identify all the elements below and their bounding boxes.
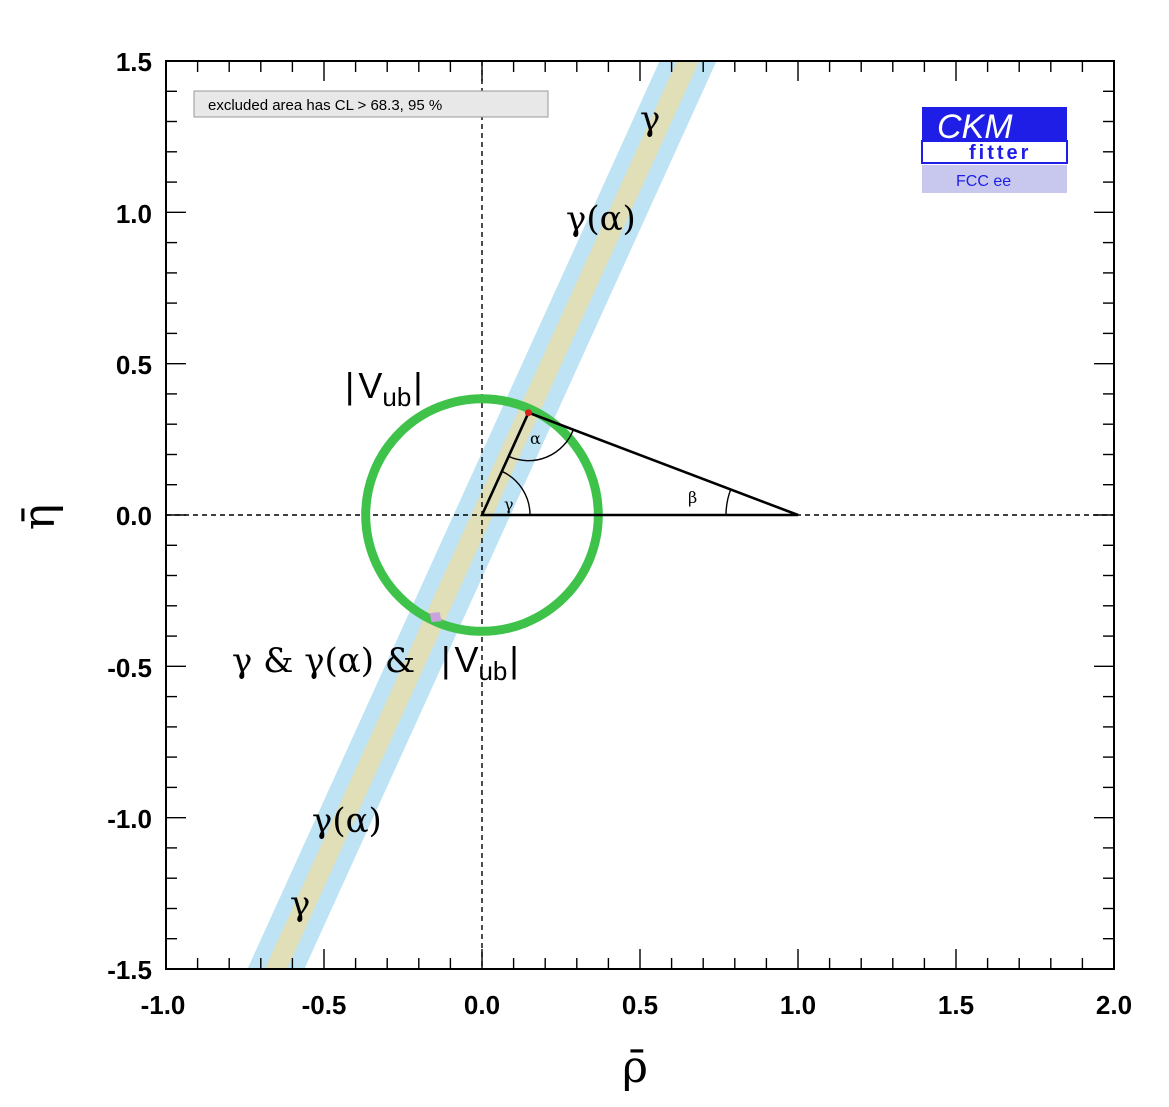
x-tick-label: 2.0 <box>1096 990 1132 1020</box>
apex-point <box>524 409 532 417</box>
gamma-angle-arc <box>501 470 531 516</box>
x-tick-label: -0.5 <box>302 990 347 1020</box>
gamma-alpha-top-label: γ(α) <box>566 199 636 239</box>
gamma-alpha-bottom-label: γ(α) <box>312 801 382 841</box>
logo-sub-text: fitter <box>969 142 1031 164</box>
y-tick-label: -0.5 <box>107 653 152 683</box>
combined-label: γ & γ(α) & | Vub| <box>232 639 519 686</box>
y-tick-label: 0.0 <box>116 501 152 531</box>
combined-region <box>429 612 442 623</box>
alpha-angle-label: α <box>530 429 541 448</box>
y-tick-label: 1.5 <box>116 47 152 77</box>
x-tick-label: 0.0 <box>464 990 500 1020</box>
gamma-top-label: γ <box>640 99 660 139</box>
x-tick-label: 1.5 <box>938 990 974 1020</box>
ckmfitter-logo: CKM fitter FCC ee <box>921 107 1068 193</box>
x-tick-label: 1.0 <box>780 990 816 1020</box>
y-tick-label: -1.5 <box>107 955 152 985</box>
x-tick-label: 0.5 <box>622 990 658 1020</box>
y-tick-label: 0.5 <box>116 350 152 380</box>
unitarity-triangle <box>479 411 799 517</box>
x-tick-label: -1.0 <box>141 990 186 1020</box>
beta-angle-label: β <box>688 488 697 507</box>
beta-angle-arc <box>725 489 732 516</box>
legend-text: excluded area has CL > 68.3, 95 % <box>208 97 442 114</box>
alpha-angle-arc <box>508 429 574 462</box>
y-axis-title: η̄ <box>14 504 65 530</box>
gamma-angle-label: γ <box>504 495 514 514</box>
logo-main-text: CKM <box>937 108 1013 146</box>
triangle-outline <box>479 411 799 517</box>
axis-ticks <box>165 60 1115 970</box>
vub-label: | Vub| <box>345 365 423 412</box>
gamma-bottom-label: γ <box>290 884 310 924</box>
x-axis-title: ρ̄ <box>622 1042 648 1093</box>
y-tick-label: -1.0 <box>107 804 152 834</box>
logo-experiment-text: FCC ee <box>956 173 1011 190</box>
legend-box <box>193 90 549 118</box>
y-tick-label: 1.0 <box>116 199 152 229</box>
